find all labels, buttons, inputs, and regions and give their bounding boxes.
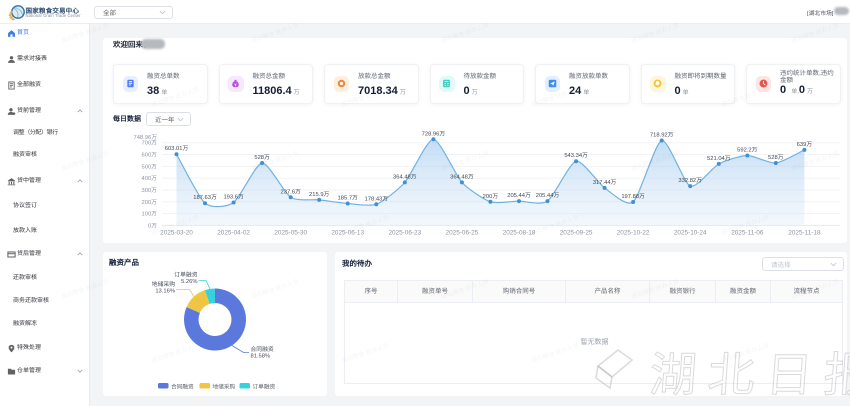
svg-text:193.6万: 193.6万 bbox=[223, 194, 244, 201]
svg-text:521.04万: 521.04万 bbox=[707, 155, 731, 162]
svg-text:317.44万: 317.44万 bbox=[593, 179, 617, 186]
svg-text:订单融资: 订单融资 bbox=[253, 383, 276, 390]
svg-text:2025-05-30: 2025-05-30 bbox=[274, 230, 307, 237]
svg-text:215.9万: 215.9万 bbox=[309, 191, 330, 198]
svg-text:639万: 639万 bbox=[797, 141, 813, 148]
svg-text:2025-06-13: 2025-06-13 bbox=[331, 230, 364, 237]
svg-text:700万: 700万 bbox=[142, 140, 158, 147]
svg-text:2025-09-25: 2025-09-25 bbox=[560, 230, 593, 237]
svg-text:2025-10-22: 2025-10-22 bbox=[617, 230, 650, 237]
svg-text:合同融资: 合同融资 bbox=[251, 346, 274, 353]
svg-text:0万: 0万 bbox=[148, 222, 157, 229]
svg-text:2025-11-18: 2025-11-18 bbox=[788, 230, 821, 237]
svg-text:2025-03-20: 2025-03-20 bbox=[160, 230, 193, 237]
svg-text:592.2万: 592.2万 bbox=[737, 147, 758, 154]
svg-text:718.92万: 718.92万 bbox=[650, 132, 674, 139]
svg-text:2025-11-06: 2025-11-06 bbox=[731, 230, 764, 237]
svg-text:2025-08-18: 2025-08-18 bbox=[503, 230, 536, 237]
svg-text:订单融资: 订单融资 bbox=[174, 272, 197, 279]
svg-text:500万: 500万 bbox=[142, 163, 158, 170]
svg-text:300万: 300万 bbox=[142, 187, 158, 194]
svg-text:237.6万: 237.6万 bbox=[281, 188, 302, 195]
svg-text:528万: 528万 bbox=[254, 154, 270, 161]
svg-text:187.63万: 187.63万 bbox=[193, 194, 217, 201]
svg-text:200万: 200万 bbox=[142, 199, 158, 206]
svg-text:528万: 528万 bbox=[768, 154, 784, 161]
svg-text:13.16%: 13.16% bbox=[155, 289, 175, 295]
svg-text:600万: 600万 bbox=[142, 152, 158, 159]
svg-text:197.88万: 197.88万 bbox=[621, 193, 645, 200]
svg-text:178.43万: 178.43万 bbox=[365, 195, 389, 202]
svg-text:2025-04-02: 2025-04-02 bbox=[217, 230, 250, 237]
svg-text:332.82万: 332.82万 bbox=[678, 177, 702, 184]
svg-text:205.44万: 205.44万 bbox=[507, 192, 531, 199]
svg-text:2025-06-25: 2025-06-25 bbox=[446, 230, 479, 237]
svg-text:200万: 200万 bbox=[483, 193, 499, 200]
svg-text:100万: 100万 bbox=[142, 211, 158, 218]
svg-text:185.7万: 185.7万 bbox=[338, 195, 359, 202]
svg-text:81.58%: 81.58% bbox=[251, 354, 271, 360]
svg-text:400万: 400万 bbox=[142, 175, 158, 182]
svg-text:2025-10-24: 2025-10-24 bbox=[674, 230, 707, 237]
svg-text:364.48万: 364.48万 bbox=[393, 173, 417, 180]
svg-text:2025-06-23: 2025-06-23 bbox=[388, 230, 421, 237]
svg-text:地储采购: 地储采购 bbox=[152, 281, 175, 288]
svg-text:543.34万: 543.34万 bbox=[564, 152, 588, 159]
svg-text:728.96万: 728.96万 bbox=[422, 130, 446, 137]
svg-text:603.01万: 603.01万 bbox=[165, 145, 189, 152]
svg-text:合同融资: 合同融资 bbox=[171, 383, 194, 390]
svg-text:205.44万: 205.44万 bbox=[536, 192, 560, 199]
svg-text:364.48万: 364.48万 bbox=[450, 173, 474, 180]
svg-text:748.96万: 748.96万 bbox=[133, 134, 157, 141]
svg-text:5.26%: 5.26% bbox=[181, 279, 197, 285]
svg-text:地储采购: 地储采购 bbox=[213, 383, 236, 390]
